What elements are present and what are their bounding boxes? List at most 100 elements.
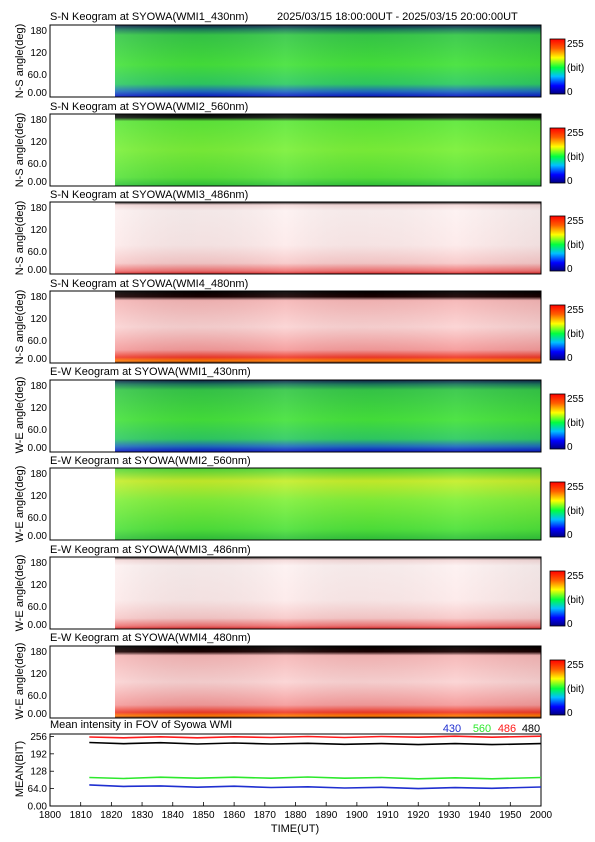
data-gap <box>51 202 115 274</box>
mean-x-tick-label: 1900 <box>346 810 369 821</box>
data-gap <box>51 557 115 629</box>
panel-frame <box>49 113 542 187</box>
y-tick-label: 120 <box>30 314 47 325</box>
colorbar-unit-label: (bit) <box>567 329 584 340</box>
y-tick-label: 0.00 <box>28 177 48 188</box>
keogram-panel-ew-wmi4: E-W Keogram at SYOWA(WMI4_480nm) W-E ang… <box>14 632 584 720</box>
y-tick-label: 180 <box>30 381 47 392</box>
mean-x-tick-label: 1850 <box>192 810 215 821</box>
data-gap <box>51 114 115 186</box>
colorbar-min-label: 0 <box>567 353 573 364</box>
panel-texture <box>115 468 541 540</box>
y-tick-label: 0.00 <box>28 443 48 454</box>
colorbar <box>549 38 566 95</box>
keogram-panel-ew-wmi1: E-W Keogram at SYOWA(WMI1_430nm) W-E ang… <box>14 366 584 454</box>
colorbar <box>549 570 566 627</box>
keogram-panel-ew-wmi3: E-W Keogram at SYOWA(WMI3_486nm) W-E ang… <box>14 544 584 631</box>
y-tick-label: 120 <box>30 225 47 236</box>
y-tick-label: 0.00 <box>28 265 48 276</box>
panel-frame <box>49 201 542 275</box>
data-gap <box>51 25 115 97</box>
y-tick-label: 180 <box>30 115 47 126</box>
mean-x-tick-label: 1840 <box>162 810 185 821</box>
panel-ylabel: N-S angle(deg) <box>14 113 26 188</box>
panel-title: S-N Keogram at SYOWA(WMI3_486nm) <box>50 189 248 201</box>
data-gap <box>51 380 115 452</box>
panel-texture <box>115 291 541 363</box>
colorbar <box>549 393 566 450</box>
data-gap <box>51 468 115 540</box>
colorbar-min-label: 0 <box>567 264 573 275</box>
panel-texture <box>115 557 541 629</box>
data-gap <box>51 291 115 363</box>
panel-title: E-W Keogram at SYOWA(WMI2_560nm) <box>50 455 251 467</box>
series-line-486 <box>89 735 542 739</box>
mean-x-tick-label: 1880 <box>284 810 307 821</box>
panel-ylabel: N-S angle(deg) <box>14 24 26 99</box>
mean-y-tick-label: 0.00 <box>28 802 48 813</box>
colorbar-min-label: 0 <box>567 619 573 630</box>
series-line-430 <box>89 784 542 790</box>
y-tick-label: 60.0 <box>28 513 48 524</box>
y-tick-label: 180 <box>30 292 47 303</box>
panel-frame <box>49 645 542 719</box>
mean-y-ticks: 256 192 128 64.0 0.00 <box>28 732 54 813</box>
y-tick-label: 120 <box>30 491 47 502</box>
panel-texture <box>115 380 541 452</box>
colorbar-max-label: 255 <box>567 571 584 582</box>
y-tick-label: 180 <box>30 26 47 37</box>
colorbar-unit-label: (bit) <box>567 684 584 695</box>
y-tick-label: 60.0 <box>28 70 48 81</box>
colorbar <box>549 304 566 361</box>
series-line-560 <box>89 776 542 780</box>
colorbar-unit-label: (bit) <box>567 240 584 251</box>
time-range-label: 2025/03/15 18:00:00UT - 2025/03/15 20:00… <box>277 11 518 23</box>
y-tick-label: 120 <box>30 669 47 680</box>
keogram-panel-sn-wmi3: S-N Keogram at SYOWA(WMI3_486nm) N-S ang… <box>14 189 584 276</box>
mean-x-tick-label: 1950 <box>499 810 522 821</box>
y-tick-label: 180 <box>30 647 47 658</box>
panel-ylabel: W-E angle(deg) <box>14 643 26 720</box>
y-tick-label: 0.00 <box>28 88 48 99</box>
colorbar-min-label: 0 <box>567 176 573 187</box>
y-tick-label: 120 <box>30 137 47 148</box>
y-tick-label: 120 <box>30 48 47 59</box>
colorbar-min-label: 0 <box>567 442 573 453</box>
legend-480: 480 <box>522 723 540 735</box>
keogram-panel-sn-wmi2: S-N Keogram at SYOWA(WMI2_560nm) N-S ang… <box>14 101 584 188</box>
mean-y-tick-label: 64.0 <box>28 784 48 795</box>
mean-y-tick-label: 128 <box>30 767 47 778</box>
colorbar-max-label: 255 <box>567 394 584 405</box>
panel-ylabel: N-S angle(deg) <box>14 290 26 365</box>
mean-frame <box>49 733 542 807</box>
panel-frame <box>49 379 542 453</box>
colorbar-min-label: 0 <box>567 530 573 541</box>
data-gap <box>51 646 115 718</box>
mean-y-tick-label: 192 <box>30 749 47 760</box>
colorbar <box>549 481 566 538</box>
panel-title: S-N Keogram at SYOWA(WMI4_480nm) <box>50 278 248 290</box>
panel-ylabel: W-E angle(deg) <box>14 466 26 543</box>
mean-x-tick-label: 1810 <box>70 810 93 821</box>
panel-texture <box>115 114 541 186</box>
colorbar-unit-label: (bit) <box>567 418 584 429</box>
keogram-panel-ew-wmi2: E-W Keogram at SYOWA(WMI2_560nm) W-E ang… <box>14 455 584 542</box>
y-tick-label: 0.00 <box>28 354 48 365</box>
y-tick-label: 0.00 <box>28 620 48 631</box>
mean-x-ticks: 1800 1810 1820 1830 1840 1850 1860 1870 1880 1890… <box>39 802 553 821</box>
colorbar-min-label: 0 <box>567 87 573 98</box>
y-tick-label: 120 <box>30 403 47 414</box>
mean-x-tick-label: 1920 <box>407 810 430 821</box>
mean-x-tick-label: 1940 <box>469 810 492 821</box>
mean-title: Mean intensity in FOV of Syowa WMI <box>50 719 232 731</box>
legend-486: 486 <box>498 723 516 735</box>
mean-ylabel: MEAN(BIT) <box>14 741 26 797</box>
y-tick-label: 120 <box>30 580 47 591</box>
y-tick-label: 0.00 <box>28 709 48 720</box>
y-tick-label: 180 <box>30 558 47 569</box>
colorbar-max-label: 255 <box>567 660 584 671</box>
panel-ylabel: N-S angle(deg) <box>14 201 26 276</box>
colorbar-max-label: 255 <box>567 128 584 139</box>
panel-frame <box>49 467 542 541</box>
keogram-panel-sn-wmi4: S-N Keogram at SYOWA(WMI4_480nm) N-S ang… <box>14 278 584 365</box>
